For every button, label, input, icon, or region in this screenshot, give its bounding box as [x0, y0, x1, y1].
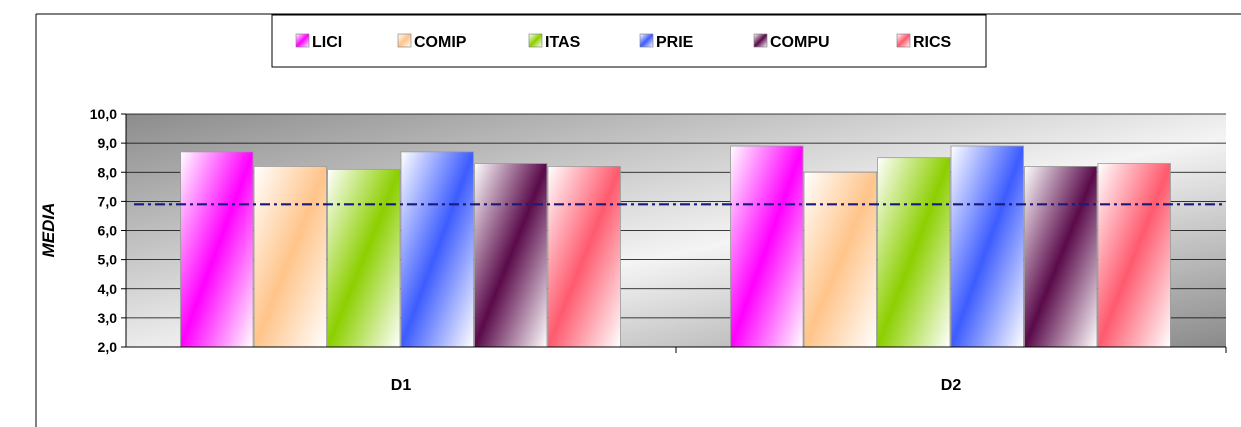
- y-tick-label: 6,0: [98, 223, 118, 239]
- bars: [180, 145, 1171, 348]
- legend-label-compu: COMPU: [770, 34, 830, 51]
- legend-label-rics: RICS: [913, 34, 952, 51]
- bar-rics-d2: [1097, 163, 1171, 348]
- y-axis-label: MEDIA: [39, 203, 58, 258]
- legend-label-prie: PRIE: [656, 34, 694, 51]
- y-tick-label: 8,0: [98, 164, 118, 180]
- y-tick-label: 4,0: [98, 281, 118, 297]
- bar-rics-d1: [547, 166, 621, 348]
- legend-label-comip: COMIP: [414, 34, 467, 51]
- y-tick-label: 5,0: [98, 252, 118, 268]
- legend-swatch-itas: [528, 33, 543, 48]
- bar-comip-d2: [803, 171, 877, 348]
- legend-box: [271, 14, 987, 68]
- bar-itas-d1: [327, 168, 401, 348]
- bar-prie-d1: [400, 151, 474, 348]
- y-tick-label: 10,0: [90, 106, 117, 122]
- legend-swatch-compu: [753, 33, 768, 48]
- x-tick-labels: D1 D2: [391, 377, 962, 394]
- bar-lici-d1: [180, 151, 254, 348]
- axes: [121, 113, 1227, 353]
- legend-swatch-rics: [896, 33, 911, 48]
- y-tick-label: 7,0: [98, 193, 118, 209]
- y-tick-label: 3,0: [98, 310, 118, 326]
- legend-label-itas: ITAS: [545, 34, 581, 51]
- bar-comip-d1: [253, 166, 327, 348]
- legend-swatch-lici: [295, 33, 310, 48]
- bar-compu-d1: [474, 163, 548, 348]
- x-tick-label: D1: [391, 377, 412, 394]
- y-tick-label: 9,0: [98, 135, 118, 151]
- bar-lici-d2: [730, 145, 804, 348]
- y-tick-labels: 2,0 3,0 4,0 5,0 6,0 7,0 8,0 9,0 10,0: [90, 106, 117, 355]
- bar-prie-d2: [950, 145, 1024, 348]
- legend-swatch-comip: [397, 33, 412, 48]
- legend: LICI COMIP ITAS PRIE COMPU RICS: [271, 14, 987, 68]
- x-tick-label: D2: [941, 377, 962, 394]
- bar-itas-d2: [877, 157, 951, 348]
- bar-compu-d2: [1024, 166, 1098, 348]
- legend-swatch-prie: [639, 33, 654, 48]
- y-tick-label: 2,0: [98, 339, 118, 355]
- legend-label-lici: LICI: [312, 34, 342, 51]
